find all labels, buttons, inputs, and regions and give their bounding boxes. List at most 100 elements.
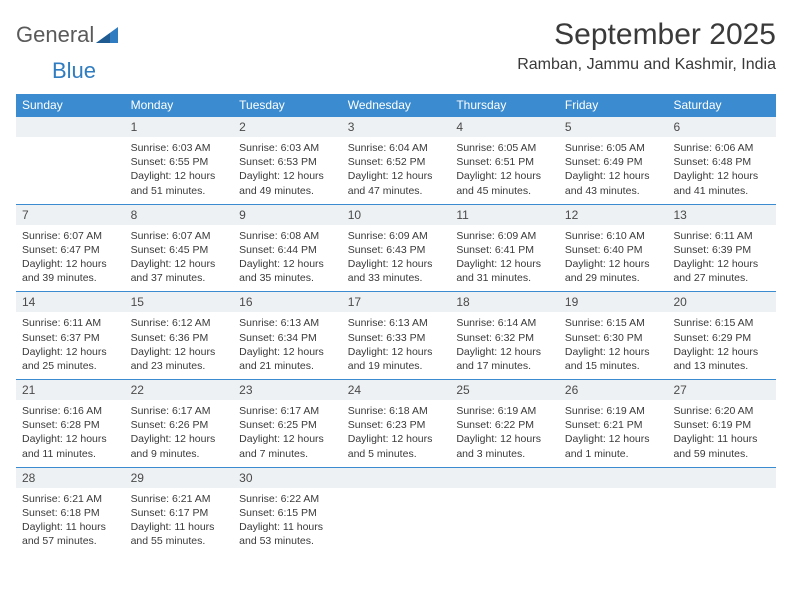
day-details: Sunrise: 6:22 AMSunset: 6:15 PMDaylight:… [233, 488, 342, 555]
daylight-text: Daylight: 12 hours and 29 minutes. [565, 257, 662, 285]
day-cell: 27Sunrise: 6:20 AMSunset: 6:19 PMDayligh… [667, 380, 776, 467]
daylight-text: Daylight: 12 hours and 51 minutes. [131, 169, 228, 197]
dow-wednesday: Wednesday [342, 94, 451, 117]
day-number: 30 [233, 468, 342, 488]
day-cell: 12Sunrise: 6:10 AMSunset: 6:40 PMDayligh… [559, 205, 668, 292]
day-number: . [450, 468, 559, 488]
day-details: Sunrise: 6:05 AMSunset: 6:49 PMDaylight:… [559, 137, 668, 204]
sunset-text: Sunset: 6:47 PM [22, 243, 119, 257]
day-number: 26 [559, 380, 668, 400]
sunrise-text: Sunrise: 6:05 AM [456, 141, 553, 155]
daylight-text: Daylight: 12 hours and 27 minutes. [673, 257, 770, 285]
daylight-text: Daylight: 12 hours and 41 minutes. [673, 169, 770, 197]
day-number: . [16, 117, 125, 137]
logo-text-general: General [16, 22, 94, 48]
sunrise-text: Sunrise: 6:05 AM [565, 141, 662, 155]
day-number: 24 [342, 380, 451, 400]
day-number: 20 [667, 292, 776, 312]
logo: General [16, 22, 118, 48]
day-details: Sunrise: 6:06 AMSunset: 6:48 PMDaylight:… [667, 137, 776, 204]
day-number: 19 [559, 292, 668, 312]
day-cell: 11Sunrise: 6:09 AMSunset: 6:41 PMDayligh… [450, 205, 559, 292]
daylight-text: Daylight: 12 hours and 15 minutes. [565, 345, 662, 373]
daylight-text: Daylight: 12 hours and 1 minute. [565, 432, 662, 460]
day-details: Sunrise: 6:21 AMSunset: 6:18 PMDaylight:… [16, 488, 125, 555]
day-details: Sunrise: 6:07 AMSunset: 6:47 PMDaylight:… [16, 225, 125, 292]
day-number: 15 [125, 292, 234, 312]
sunset-text: Sunset: 6:44 PM [239, 243, 336, 257]
sunrise-text: Sunrise: 6:15 AM [565, 316, 662, 330]
sunset-text: Sunset: 6:22 PM [456, 418, 553, 432]
weeks-container: .1Sunrise: 6:03 AMSunset: 6:55 PMDayligh… [16, 117, 776, 554]
sunrise-text: Sunrise: 6:16 AM [22, 404, 119, 418]
day-cell: 28Sunrise: 6:21 AMSunset: 6:18 PMDayligh… [16, 468, 125, 555]
sunrise-text: Sunrise: 6:18 AM [348, 404, 445, 418]
daylight-text: Daylight: 12 hours and 35 minutes. [239, 257, 336, 285]
sunrise-text: Sunrise: 6:22 AM [239, 492, 336, 506]
month-title: September 2025 [517, 18, 776, 52]
day-cell: 15Sunrise: 6:12 AMSunset: 6:36 PMDayligh… [125, 292, 234, 379]
day-cell: . [342, 468, 451, 555]
day-details: Sunrise: 6:11 AMSunset: 6:39 PMDaylight:… [667, 225, 776, 292]
sunset-text: Sunset: 6:21 PM [565, 418, 662, 432]
sunset-text: Sunset: 6:37 PM [22, 331, 119, 345]
day-cell: 26Sunrise: 6:19 AMSunset: 6:21 PMDayligh… [559, 380, 668, 467]
day-cell: 18Sunrise: 6:14 AMSunset: 6:32 PMDayligh… [450, 292, 559, 379]
sunrise-text: Sunrise: 6:21 AM [131, 492, 228, 506]
day-cell: 24Sunrise: 6:18 AMSunset: 6:23 PMDayligh… [342, 380, 451, 467]
sunset-text: Sunset: 6:23 PM [348, 418, 445, 432]
day-details: Sunrise: 6:04 AMSunset: 6:52 PMDaylight:… [342, 137, 451, 204]
day-number: 22 [125, 380, 234, 400]
day-cell: 1Sunrise: 6:03 AMSunset: 6:55 PMDaylight… [125, 117, 234, 204]
dow-monday: Monday [125, 94, 234, 117]
sunrise-text: Sunrise: 6:17 AM [239, 404, 336, 418]
day-details: Sunrise: 6:03 AMSunset: 6:55 PMDaylight:… [125, 137, 234, 204]
sunset-text: Sunset: 6:28 PM [22, 418, 119, 432]
sunset-text: Sunset: 6:32 PM [456, 331, 553, 345]
day-number: 18 [450, 292, 559, 312]
day-number: 9 [233, 205, 342, 225]
daylight-text: Daylight: 11 hours and 59 minutes. [673, 432, 770, 460]
dow-saturday: Saturday [667, 94, 776, 117]
daylight-text: Daylight: 12 hours and 33 minutes. [348, 257, 445, 285]
day-details: Sunrise: 6:15 AMSunset: 6:30 PMDaylight:… [559, 312, 668, 379]
day-details: Sunrise: 6:17 AMSunset: 6:26 PMDaylight:… [125, 400, 234, 467]
day-cell: 8Sunrise: 6:07 AMSunset: 6:45 PMDaylight… [125, 205, 234, 292]
day-number: 21 [16, 380, 125, 400]
sunrise-text: Sunrise: 6:07 AM [22, 229, 119, 243]
location-label: Ramban, Jammu and Kashmir, India [517, 56, 776, 74]
sunrise-text: Sunrise: 6:09 AM [348, 229, 445, 243]
day-number: 29 [125, 468, 234, 488]
day-cell: 5Sunrise: 6:05 AMSunset: 6:49 PMDaylight… [559, 117, 668, 204]
day-number: 13 [667, 205, 776, 225]
day-number: 28 [16, 468, 125, 488]
sunrise-text: Sunrise: 6:04 AM [348, 141, 445, 155]
day-cell: 3Sunrise: 6:04 AMSunset: 6:52 PMDaylight… [342, 117, 451, 204]
sunset-text: Sunset: 6:25 PM [239, 418, 336, 432]
logo-triangle-icon [96, 23, 118, 49]
day-details: Sunrise: 6:19 AMSunset: 6:22 PMDaylight:… [450, 400, 559, 467]
sunrise-text: Sunrise: 6:13 AM [239, 316, 336, 330]
week-row: 28Sunrise: 6:21 AMSunset: 6:18 PMDayligh… [16, 468, 776, 555]
day-cell: 4Sunrise: 6:05 AMSunset: 6:51 PMDaylight… [450, 117, 559, 204]
day-details: Sunrise: 6:12 AMSunset: 6:36 PMDaylight:… [125, 312, 234, 379]
sunrise-text: Sunrise: 6:12 AM [131, 316, 228, 330]
week-row: 7Sunrise: 6:07 AMSunset: 6:47 PMDaylight… [16, 205, 776, 293]
day-number: . [342, 468, 451, 488]
sunset-text: Sunset: 6:55 PM [131, 155, 228, 169]
dow-sunday: Sunday [16, 94, 125, 117]
day-cell: 21Sunrise: 6:16 AMSunset: 6:28 PMDayligh… [16, 380, 125, 467]
week-row: .1Sunrise: 6:03 AMSunset: 6:55 PMDayligh… [16, 117, 776, 205]
day-cell: 19Sunrise: 6:15 AMSunset: 6:30 PMDayligh… [559, 292, 668, 379]
day-details: Sunrise: 6:08 AMSunset: 6:44 PMDaylight:… [233, 225, 342, 292]
sunrise-text: Sunrise: 6:15 AM [673, 316, 770, 330]
day-cell: 10Sunrise: 6:09 AMSunset: 6:43 PMDayligh… [342, 205, 451, 292]
day-number: 16 [233, 292, 342, 312]
sunset-text: Sunset: 6:30 PM [565, 331, 662, 345]
sunrise-text: Sunrise: 6:14 AM [456, 316, 553, 330]
daylight-text: Daylight: 12 hours and 25 minutes. [22, 345, 119, 373]
sunset-text: Sunset: 6:29 PM [673, 331, 770, 345]
sunrise-text: Sunrise: 6:10 AM [565, 229, 662, 243]
daylight-text: Daylight: 12 hours and 37 minutes. [131, 257, 228, 285]
day-details: Sunrise: 6:03 AMSunset: 6:53 PMDaylight:… [233, 137, 342, 204]
